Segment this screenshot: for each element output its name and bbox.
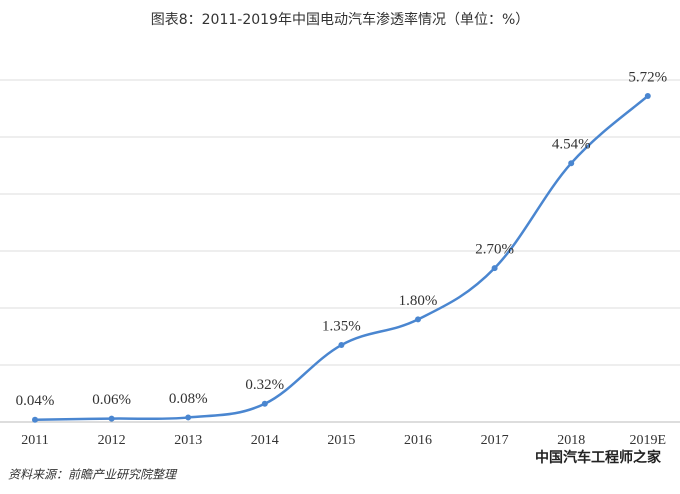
x-tick-label: 2013	[174, 433, 202, 448]
x-tick-label: 2017	[481, 433, 509, 448]
source: 资料来源：前瞻产业研究院整理	[8, 468, 178, 482]
point	[644, 92, 651, 99]
point	[108, 415, 115, 422]
data-label: 0.08%	[169, 391, 208, 407]
data-label: 2.70%	[475, 242, 514, 258]
point	[32, 416, 38, 423]
data-label: 1.35%	[322, 318, 361, 334]
data-label: 5.72%	[628, 69, 667, 85]
point	[491, 265, 498, 272]
data-label: 1.80%	[399, 293, 438, 309]
data-label: 0.06%	[92, 392, 131, 408]
data-label: 4.54%	[552, 137, 591, 153]
chart-title: 图表8：2011-2019年中国电动汽车渗透率情况（单位：%）	[151, 11, 530, 28]
x-tick-label: 2014	[251, 433, 279, 448]
x-tick-label: 2012	[98, 433, 126, 448]
point	[185, 414, 192, 421]
point	[338, 342, 345, 349]
x-tick-label: 2018	[557, 433, 585, 448]
x-tick-label: 2015	[327, 433, 355, 448]
point	[415, 316, 421, 323]
watermark: 中国汽车工程师之家	[535, 449, 662, 466]
data-label: 0.04%	[16, 393, 55, 409]
point	[261, 400, 268, 407]
point	[568, 160, 575, 167]
x-tick-label: 2011	[21, 433, 48, 448]
x-tick-label: 2019E	[630, 433, 667, 448]
x-tick-label: 2016	[404, 433, 432, 448]
data-label: 0.32%	[245, 377, 284, 393]
line	[34, 95, 649, 421]
